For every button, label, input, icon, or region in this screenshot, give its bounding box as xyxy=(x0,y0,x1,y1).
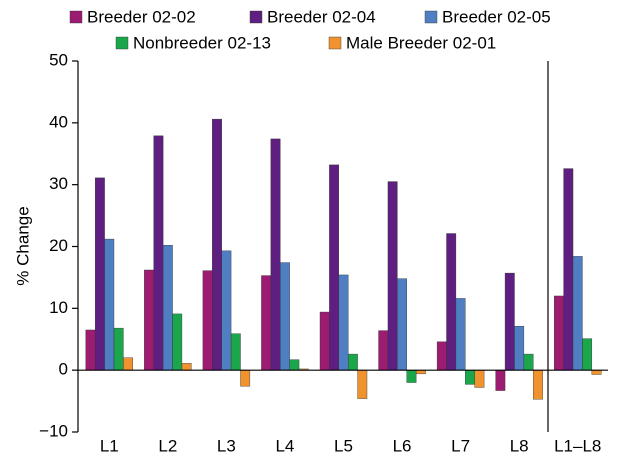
bar xyxy=(465,369,475,385)
x-tick-label: L2 xyxy=(158,436,177,455)
x-tick-label: L7 xyxy=(451,436,470,455)
bar xyxy=(172,313,183,371)
bar xyxy=(591,369,602,375)
legend-label: Nonbreeder 02-13 xyxy=(133,33,271,52)
x-tick-label: L6 xyxy=(393,436,412,455)
bar xyxy=(270,138,281,371)
legend-label: Male Breeder 02-01 xyxy=(346,33,496,52)
bar xyxy=(338,274,349,371)
bar xyxy=(123,357,133,371)
y-tick-label: 30 xyxy=(49,174,68,193)
bar xyxy=(436,341,447,371)
legend-label: Breeder 02-05 xyxy=(442,7,551,26)
bar xyxy=(504,272,515,371)
bar xyxy=(113,327,124,371)
bar xyxy=(162,245,173,371)
bar xyxy=(202,270,213,371)
x-tick-label: L5 xyxy=(334,436,353,455)
bar xyxy=(85,329,96,371)
bar xyxy=(230,333,241,371)
bar xyxy=(221,250,232,371)
bar xyxy=(406,369,417,383)
y-tick-label: 10 xyxy=(49,298,68,317)
bar xyxy=(153,135,164,371)
bar xyxy=(563,168,574,371)
bar xyxy=(582,338,593,371)
bar xyxy=(348,353,358,371)
x-tick-label: L1–L8 xyxy=(554,436,601,455)
x-tick-label: L8 xyxy=(510,436,529,455)
bar xyxy=(495,369,506,391)
bar xyxy=(240,369,251,387)
bar xyxy=(144,269,154,371)
bar xyxy=(104,238,115,371)
bar xyxy=(572,256,583,371)
bar xyxy=(514,326,525,371)
bar xyxy=(554,295,564,371)
y-tick-label: 40 xyxy=(49,112,68,131)
bar xyxy=(474,369,485,388)
legend-swatch xyxy=(328,36,342,50)
bar xyxy=(357,369,368,399)
legend-label: Breeder 02-02 xyxy=(87,7,196,26)
y-tick-label: 20 xyxy=(49,236,68,255)
legend-swatch xyxy=(69,10,83,24)
legend-label: Breeder 02-04 xyxy=(267,7,376,26)
bar xyxy=(533,369,543,400)
bar xyxy=(329,164,339,371)
y-tick-label: −10 xyxy=(39,421,68,440)
bar xyxy=(397,278,407,371)
legend-swatch xyxy=(424,10,438,24)
bar xyxy=(319,311,330,371)
bar xyxy=(280,262,290,371)
bar xyxy=(523,353,534,371)
bar xyxy=(212,118,222,371)
x-tick-label: L1 xyxy=(100,436,119,455)
y-tick-label: 0 xyxy=(59,360,68,379)
x-tick-label: L3 xyxy=(217,436,236,455)
bar xyxy=(289,359,300,371)
legend-swatch xyxy=(115,36,129,50)
y-axis-label: % Change xyxy=(13,206,32,285)
bar xyxy=(378,330,389,371)
legend-swatch xyxy=(249,10,263,24)
bar xyxy=(181,363,192,371)
bar xyxy=(455,298,466,371)
bar xyxy=(94,177,105,371)
bar xyxy=(261,275,272,371)
bar xyxy=(387,181,398,371)
y-tick-label: 50 xyxy=(49,50,68,69)
bar xyxy=(446,233,457,371)
x-tick-label: L4 xyxy=(275,436,294,455)
